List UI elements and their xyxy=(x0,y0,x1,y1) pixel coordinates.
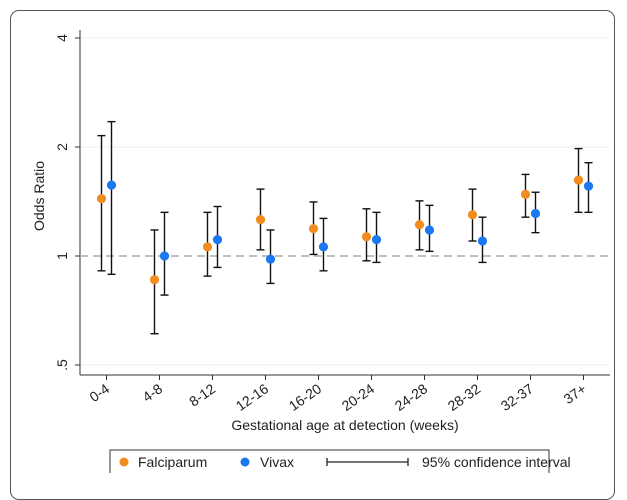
falciparum-point xyxy=(414,220,425,230)
x-tick-label: 32-37 xyxy=(498,380,537,414)
confidence-intervals xyxy=(97,120,593,335)
vivax-point xyxy=(371,234,382,245)
vivax-point xyxy=(424,225,435,235)
x-ticks: 0-4 4-8 8-12 12-16 16-20 20-24 24-28 28-32 32-37… xyxy=(86,375,589,414)
legend-vivax-marker xyxy=(240,457,250,467)
vivax-point xyxy=(318,242,329,252)
falciparum-point xyxy=(361,232,372,242)
falciparum-point xyxy=(308,224,319,234)
x-tick-label: 28-32 xyxy=(445,380,484,414)
y-axis-label: Odds Ratio xyxy=(31,161,47,231)
x-tick-label: 4-8 xyxy=(139,380,165,405)
y-tick-label: 1 xyxy=(54,252,70,260)
falciparum-point xyxy=(149,275,160,285)
x-axis-label: Gestational age at detection (weeks) xyxy=(231,417,458,433)
vivax-point xyxy=(106,180,117,190)
falciparum-point xyxy=(255,215,266,225)
falciparum-point xyxy=(573,175,584,185)
falciparum-point xyxy=(202,242,213,252)
legend-ci-symbol xyxy=(326,458,409,466)
vivax-point xyxy=(477,236,488,246)
legend-ci-label: 95% confidence interval xyxy=(422,454,571,470)
legend-falciparum-marker xyxy=(119,457,129,467)
y-ticks: .5 1 2 4 xyxy=(54,34,80,371)
vivax-point xyxy=(159,251,170,261)
y-tick-label: 4 xyxy=(54,34,70,42)
vivax-point xyxy=(583,181,594,191)
x-tick-label: 20-24 xyxy=(339,380,378,414)
y-tick-label: 2 xyxy=(54,143,70,151)
x-tick-label: 0-4 xyxy=(86,380,112,405)
vivax-point xyxy=(530,208,541,219)
x-tick-label: 37+ xyxy=(561,380,590,407)
x-tick-label: 24-28 xyxy=(392,380,431,414)
vivax-point xyxy=(265,254,276,264)
x-tick-label: 16-20 xyxy=(286,380,325,414)
legend-vivax-label: Vivax xyxy=(260,454,294,470)
vivax-point xyxy=(212,234,223,245)
legend: Falciparum Vivax 95% confidence interval xyxy=(109,449,571,473)
x-tick-label: 8-12 xyxy=(186,380,218,409)
falciparum-point xyxy=(520,189,531,199)
falciparum-point xyxy=(467,210,478,220)
legend-falciparum-label: Falciparum xyxy=(138,454,207,470)
falciparum-point xyxy=(96,194,107,204)
chart-svg: .5 1 2 4 0-4 4-8 8-12 12-16 16-20 20-24 24-28 28-3… xyxy=(31,30,610,473)
x-tick-label: 12-16 xyxy=(233,380,272,414)
y-tick-label: .5 xyxy=(54,359,70,371)
grid-lines xyxy=(80,37,610,366)
points xyxy=(96,175,594,285)
